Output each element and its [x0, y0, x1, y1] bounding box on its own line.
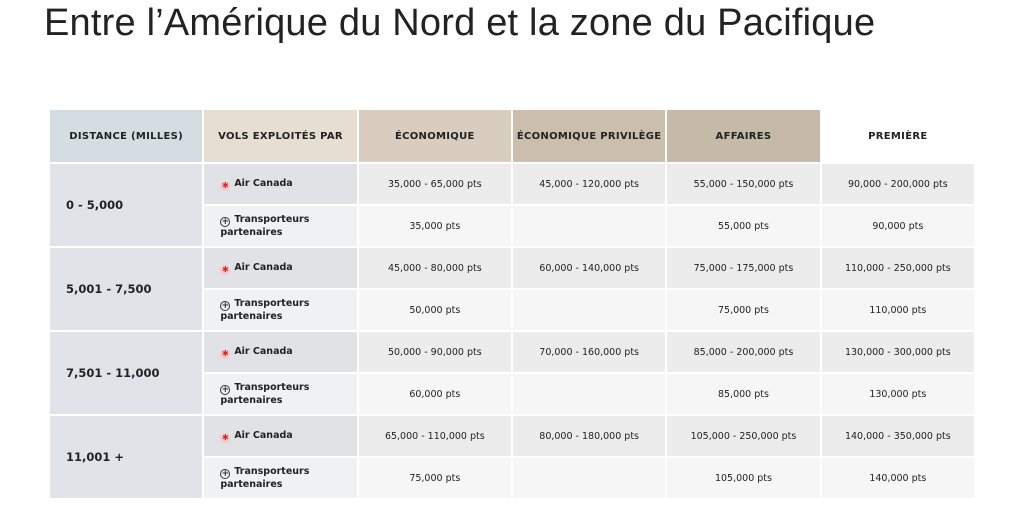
operator-cell: ✱ Air Canada — [202, 414, 359, 458]
operator-label: Air Canada — [234, 261, 293, 273]
points-cell: 110,000 - 250,000 pts — [819, 246, 977, 290]
points-cell: 75,000 pts — [665, 288, 822, 332]
maple-leaf-icon: ✱ — [220, 264, 231, 275]
points-cell: 50,000 - 90,000 pts — [356, 330, 513, 374]
points-cell: 60,000 pts — [356, 372, 513, 416]
points-cell: 110,000 pts — [819, 288, 977, 332]
points-cell: 45,000 - 80,000 pts — [356, 246, 513, 290]
points-cell: 75,000 - 175,000 pts — [665, 246, 822, 290]
points-cell: 105,000 pts — [665, 456, 822, 500]
points-cell: 45,000 - 120,000 pts — [510, 162, 668, 206]
points-cell: 140,000 - 350,000 pts — [819, 414, 977, 458]
operator-cell: + Transporteurs partenaires — [202, 372, 359, 416]
points-cell: 105,000 - 250,000 pts — [665, 414, 822, 458]
maple-leaf-icon: ✱ — [220, 348, 231, 359]
column-header: DISTANCE (MILLES) — [47, 108, 205, 164]
points-cell: 55,000 pts — [665, 204, 822, 248]
distance-cell: 7,501 - 11,000 — [47, 330, 205, 416]
points-cell: 35,000 - 65,000 pts — [356, 162, 513, 206]
column-header: VOLS EXPLOITÉS PAR — [202, 108, 359, 164]
points-cell: 80,000 - 180,000 pts — [510, 414, 668, 458]
points-cell: 90,000 - 200,000 pts — [819, 162, 977, 206]
operator-label: Air Canada — [234, 345, 293, 357]
award-chart-table: DISTANCE (MILLES) VOLS EXPLOITÉS PAR ÉCONO… — [47, 108, 977, 500]
table-row: + Transporteurs partenaires 50,000 pts 75,0… — [49, 288, 977, 332]
table-row: + Transporteurs partenaires 35,000 pts 55,0… — [49, 204, 977, 248]
table-row: 0 - 5,000 ✱ Air Canada 35,000 - 65,000 pts 4… — [47, 162, 977, 248]
points-cell: 130,000 pts — [819, 372, 977, 416]
points-cell: 140,000 pts — [819, 456, 977, 500]
operator-label: Transporteurs partenaires — [220, 382, 310, 406]
points-cell: 65,000 - 110,000 pts — [356, 414, 513, 458]
points-cell: 35,000 pts — [356, 204, 513, 248]
star-alliance-icon: + — [220, 385, 231, 395]
points-cell: 85,000 - 200,000 pts — [665, 330, 822, 374]
operator-cell: ✱ Air Canada — [202, 162, 359, 206]
table-row: + Transporteurs partenaires 60,000 pts 85,0… — [49, 372, 977, 416]
operator-label: Transporteurs partenaires — [220, 466, 310, 490]
operator-cell: ✱ Air Canada — [202, 246, 359, 290]
points-cell — [510, 372, 668, 416]
distance-cell: 0 - 5,000 — [47, 162, 205, 248]
operator-cell: ✱ Air Canada — [202, 330, 359, 374]
points-cell: 55,000 - 150,000 pts — [665, 162, 822, 206]
table-row: 5,001 - 7,500 ✱ Air Canada 45,000 - 80,000 … — [47, 246, 977, 332]
operator-label: Air Canada — [234, 429, 293, 441]
maple-leaf-icon: ✱ — [220, 180, 231, 191]
operator-label: Air Canada — [234, 177, 293, 189]
points-cell: 60,000 - 140,000 pts — [510, 246, 668, 290]
operator-cell: + Transporteurs partenaires — [202, 456, 359, 500]
points-cell — [510, 204, 668, 248]
star-alliance-icon: + — [220, 217, 231, 227]
operator-cell: + Transporteurs partenaires — [202, 288, 359, 332]
points-cell: 85,000 pts — [665, 372, 822, 416]
maple-leaf-icon: ✱ — [220, 432, 231, 443]
operator-label: Transporteurs partenaires — [220, 214, 310, 238]
page-title: Entre l’Amérique du Nord et la zone du P… — [44, 2, 876, 44]
distance-cell: 11,001 + — [47, 414, 205, 500]
table-row: 11,001 + ✱ Air Canada 65,000 - 110,000 pts 8… — [47, 414, 977, 500]
column-header: AFFAIRES — [665, 108, 822, 164]
points-cell: 70,000 - 160,000 pts — [510, 330, 668, 374]
column-header: PREMIÈRE — [819, 108, 977, 164]
table-row: + Transporteurs partenaires 75,000 pts 105,… — [49, 456, 977, 500]
table-row: 7,501 - 11,000 ✱ Air Canada 50,000 - 90,000… — [47, 330, 977, 416]
star-alliance-icon: + — [220, 301, 231, 311]
points-cell: 90,000 pts — [819, 204, 977, 248]
star-alliance-icon: + — [220, 469, 231, 479]
points-cell: 50,000 pts — [356, 288, 513, 332]
points-cell: 75,000 pts — [356, 456, 513, 500]
operator-label: Transporteurs partenaires — [220, 298, 310, 322]
points-cell — [510, 456, 668, 500]
distance-cell: 5,001 - 7,500 — [47, 246, 205, 332]
points-cell: 130,000 - 300,000 pts — [819, 330, 977, 374]
column-header: ÉCONOMIQUE — [356, 108, 513, 164]
column-header: ÉCONOMIQUE PRIVILÈGE — [510, 108, 668, 164]
points-cell — [510, 288, 668, 332]
operator-cell: + Transporteurs partenaires — [202, 204, 359, 248]
